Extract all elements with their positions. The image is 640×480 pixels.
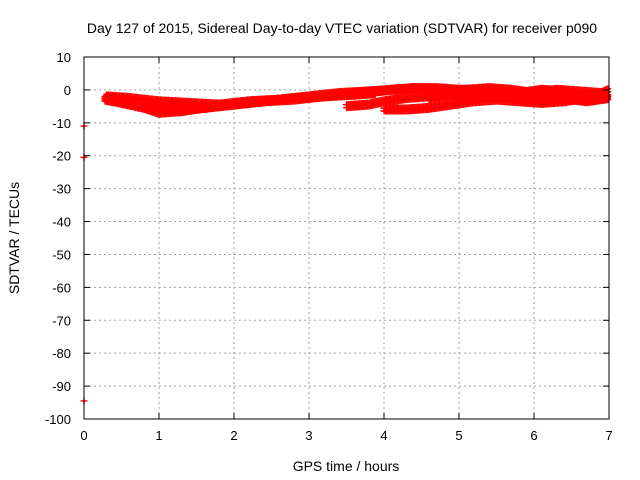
y-tick-label: -60 — [52, 280, 71, 295]
y-tick-label: 0 — [64, 83, 71, 98]
x-tick-label: 6 — [530, 428, 537, 443]
grid-layer — [84, 57, 609, 419]
y-tick-label: -50 — [52, 247, 71, 262]
x-tick-label: 3 — [305, 428, 312, 443]
y-tick-label: -10 — [52, 116, 71, 131]
y-tick-label: -80 — [52, 346, 71, 361]
x-tick-labels: 0 1 2 3 4 5 6 7 — [80, 428, 612, 443]
x-tick-label: 4 — [380, 428, 387, 443]
x-tick-label: 7 — [605, 428, 612, 443]
y-tick-label: -30 — [52, 182, 71, 197]
y-tick-label: -40 — [52, 215, 71, 230]
y-tick-label: -90 — [52, 379, 71, 394]
y-axis-label: SDTVAR / TECUs — [6, 182, 22, 294]
y-tick-label: -20 — [52, 149, 71, 164]
x-tick-label: 2 — [230, 428, 237, 443]
x-tick-label: 5 — [455, 428, 462, 443]
chart-title: Day 127 of 2015, Sidereal Day-to-day VTE… — [87, 20, 597, 36]
data-series — [80, 83, 612, 405]
x-axis-label: GPS time / hours — [293, 458, 400, 474]
data-point — [604, 96, 612, 104]
y-tick-label: -100 — [45, 412, 71, 427]
y-tick-label: 10 — [57, 50, 71, 65]
y-tick-label: -70 — [52, 313, 71, 328]
tick-layer — [83, 56, 610, 420]
x-tick-label: 1 — [155, 428, 162, 443]
y-tick-labels: 10 0 -10 -20 -30 -40 -50 -60 -70 -80 -90 -100 — [45, 50, 71, 427]
x-tick-label: 0 — [80, 428, 87, 443]
plot-frame — [83, 56, 610, 420]
